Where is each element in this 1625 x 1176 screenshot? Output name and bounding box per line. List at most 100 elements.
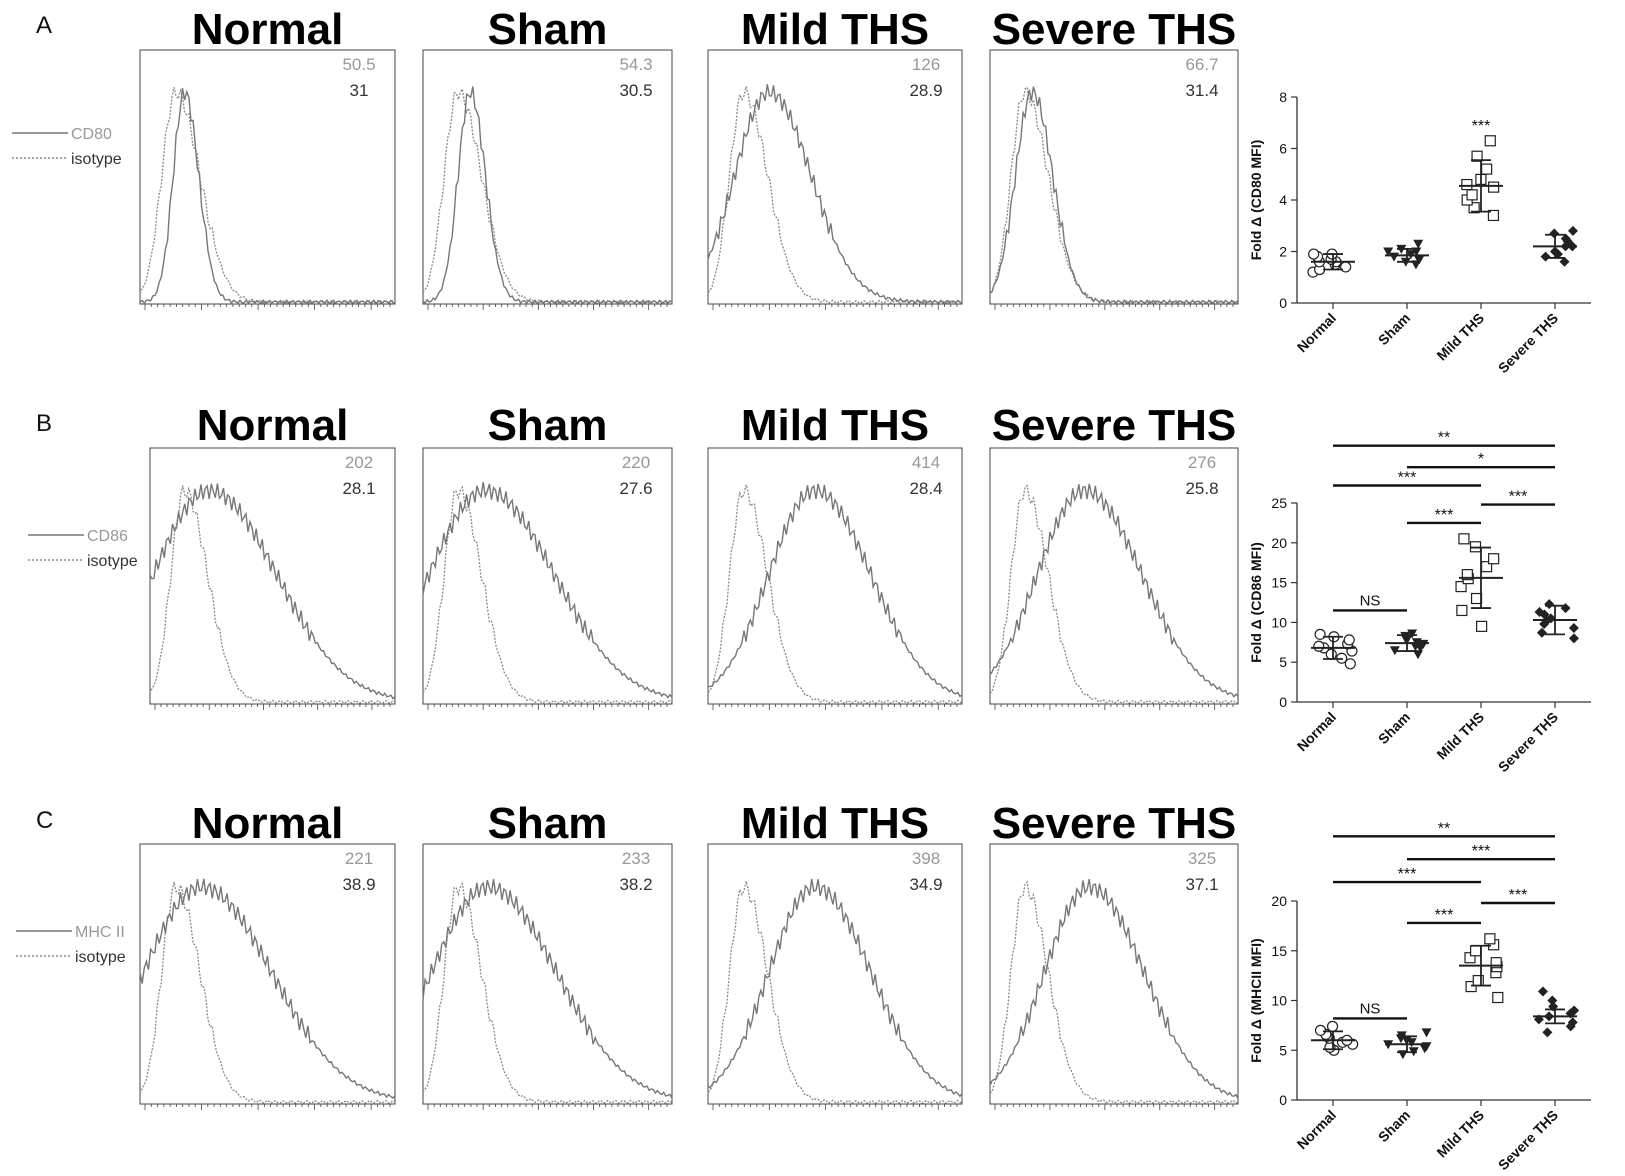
x-tick-label: Sham bbox=[1375, 310, 1413, 348]
marker-curve bbox=[989, 878, 1239, 1099]
isotype-curve bbox=[989, 484, 1239, 704]
mfi-marker-value: 202 bbox=[345, 453, 373, 472]
histogram-frame bbox=[989, 49, 1239, 305]
y-tick-label: 0 bbox=[1279, 1092, 1287, 1108]
histogram-panel: Normal 202 28.1 bbox=[149, 401, 396, 710]
marker-curve bbox=[139, 878, 396, 1100]
y-tick-label: 0 bbox=[1279, 694, 1287, 710]
histogram-panel: Sham 220 27.6 bbox=[422, 401, 673, 710]
y-tick-label: 10 bbox=[1271, 993, 1287, 1009]
y-axis-label: Fold Δ (CD86 MFI) bbox=[1248, 542, 1264, 663]
x-tick-label: Sham bbox=[1375, 709, 1413, 747]
data-point bbox=[1466, 189, 1478, 201]
significance-label: * bbox=[1478, 451, 1484, 468]
panel-title: Sham bbox=[488, 799, 608, 848]
histogram-frame bbox=[422, 447, 673, 705]
data-point bbox=[1568, 622, 1579, 633]
significance-label: *** bbox=[1435, 907, 1454, 924]
data-point bbox=[1568, 633, 1579, 644]
mfi-isotype-value: 28.4 bbox=[909, 479, 942, 498]
histogram-legend: MHC II isotype bbox=[16, 924, 126, 966]
panel-title: Normal bbox=[197, 401, 349, 450]
isotype-curve bbox=[422, 87, 673, 304]
data-point bbox=[1471, 150, 1483, 162]
data-point bbox=[1389, 646, 1400, 656]
y-tick-label: 8 bbox=[1279, 89, 1287, 105]
marker-curve bbox=[422, 878, 673, 1099]
isotype-curve bbox=[989, 86, 1239, 304]
data-point bbox=[1569, 1005, 1580, 1016]
y-tick-label: 5 bbox=[1279, 1042, 1287, 1058]
marker-curve bbox=[707, 878, 963, 1098]
marker-curve bbox=[989, 86, 1239, 305]
data-point bbox=[1559, 256, 1570, 267]
isotype-curve bbox=[707, 484, 963, 704]
data-point bbox=[1340, 261, 1352, 273]
significance-label: *** bbox=[1472, 843, 1491, 860]
significance-label: NS bbox=[1360, 1000, 1381, 1017]
data-point bbox=[1476, 620, 1488, 632]
data-point bbox=[1542, 1027, 1553, 1038]
x-tick-label: Severe THS bbox=[1495, 1107, 1561, 1173]
x-tick-label: Severe THS bbox=[1495, 709, 1561, 775]
significance-label: *** bbox=[1472, 118, 1491, 135]
histogram-panel: Sham 233 38.2 bbox=[422, 799, 673, 1110]
data-point bbox=[1414, 255, 1425, 265]
data-point bbox=[1547, 995, 1558, 1006]
data-point bbox=[1536, 627, 1547, 638]
significance-label: NS bbox=[1360, 592, 1381, 609]
mfi-marker-value: 276 bbox=[1188, 453, 1216, 472]
histogram-legend: CD80 isotype bbox=[12, 126, 122, 168]
data-point bbox=[1464, 952, 1476, 964]
isotype-curve bbox=[139, 87, 396, 304]
y-tick-label: 20 bbox=[1271, 535, 1287, 551]
scatter-chart: 0 5 10 15 20 25 Fold Δ (CD86 MFI) Normal Sham Mil… bbox=[1248, 430, 1591, 775]
isotype-curve bbox=[989, 880, 1239, 1104]
data-point bbox=[1458, 533, 1470, 545]
data-point bbox=[1470, 945, 1482, 957]
isotype-curve bbox=[149, 485, 396, 704]
y-tick-label: 6 bbox=[1279, 141, 1287, 157]
panel-title: Mild THS bbox=[741, 799, 929, 848]
histogram-frame bbox=[707, 49, 963, 305]
mfi-isotype-value: 30.5 bbox=[619, 81, 652, 100]
mfi-marker-value: 325 bbox=[1188, 849, 1216, 868]
x-tick-label: Severe THS bbox=[1495, 310, 1561, 376]
isotype-curve bbox=[707, 86, 963, 304]
y-tick-label: 15 bbox=[1271, 943, 1287, 959]
data-point bbox=[1488, 553, 1500, 565]
mfi-isotype-value: 31 bbox=[350, 81, 369, 100]
data-point bbox=[1484, 135, 1496, 147]
data-point bbox=[1540, 251, 1551, 262]
x-tick-label: Mild THS bbox=[1433, 310, 1487, 364]
panel-label: B bbox=[36, 410, 52, 437]
legend-marker-label: CD86 bbox=[87, 528, 128, 545]
legend-isotype-label: isotype bbox=[75, 949, 126, 966]
significance-label: *** bbox=[1398, 866, 1417, 883]
marker-curve bbox=[707, 483, 963, 698]
data-point bbox=[1308, 248, 1320, 260]
mfi-marker-value: 398 bbox=[912, 849, 940, 868]
scatter-chart: 0 5 10 15 20 Fold Δ (MHCII MFI) Normal Sham Mild… bbox=[1248, 820, 1591, 1173]
marker-curve bbox=[989, 483, 1239, 698]
data-point bbox=[1326, 1020, 1339, 1032]
x-tick-label: Mild THS bbox=[1433, 709, 1487, 763]
y-tick-label: 2 bbox=[1279, 244, 1287, 260]
y-tick-label: 4 bbox=[1279, 192, 1287, 208]
histogram-frame bbox=[139, 49, 396, 305]
data-point bbox=[1344, 658, 1356, 670]
mfi-isotype-value: 28.9 bbox=[909, 81, 942, 100]
panel-title: Sham bbox=[488, 401, 608, 450]
legend-isotype-label: isotype bbox=[87, 553, 138, 570]
mfi-marker-value: 66.7 bbox=[1185, 55, 1218, 74]
significance-label: ** bbox=[1438, 430, 1450, 447]
panel-title: Normal bbox=[192, 799, 344, 848]
data-point bbox=[1534, 607, 1545, 618]
significance-label: *** bbox=[1435, 507, 1454, 524]
panel-label: A bbox=[36, 12, 52, 39]
panel-title: Normal bbox=[192, 5, 344, 54]
